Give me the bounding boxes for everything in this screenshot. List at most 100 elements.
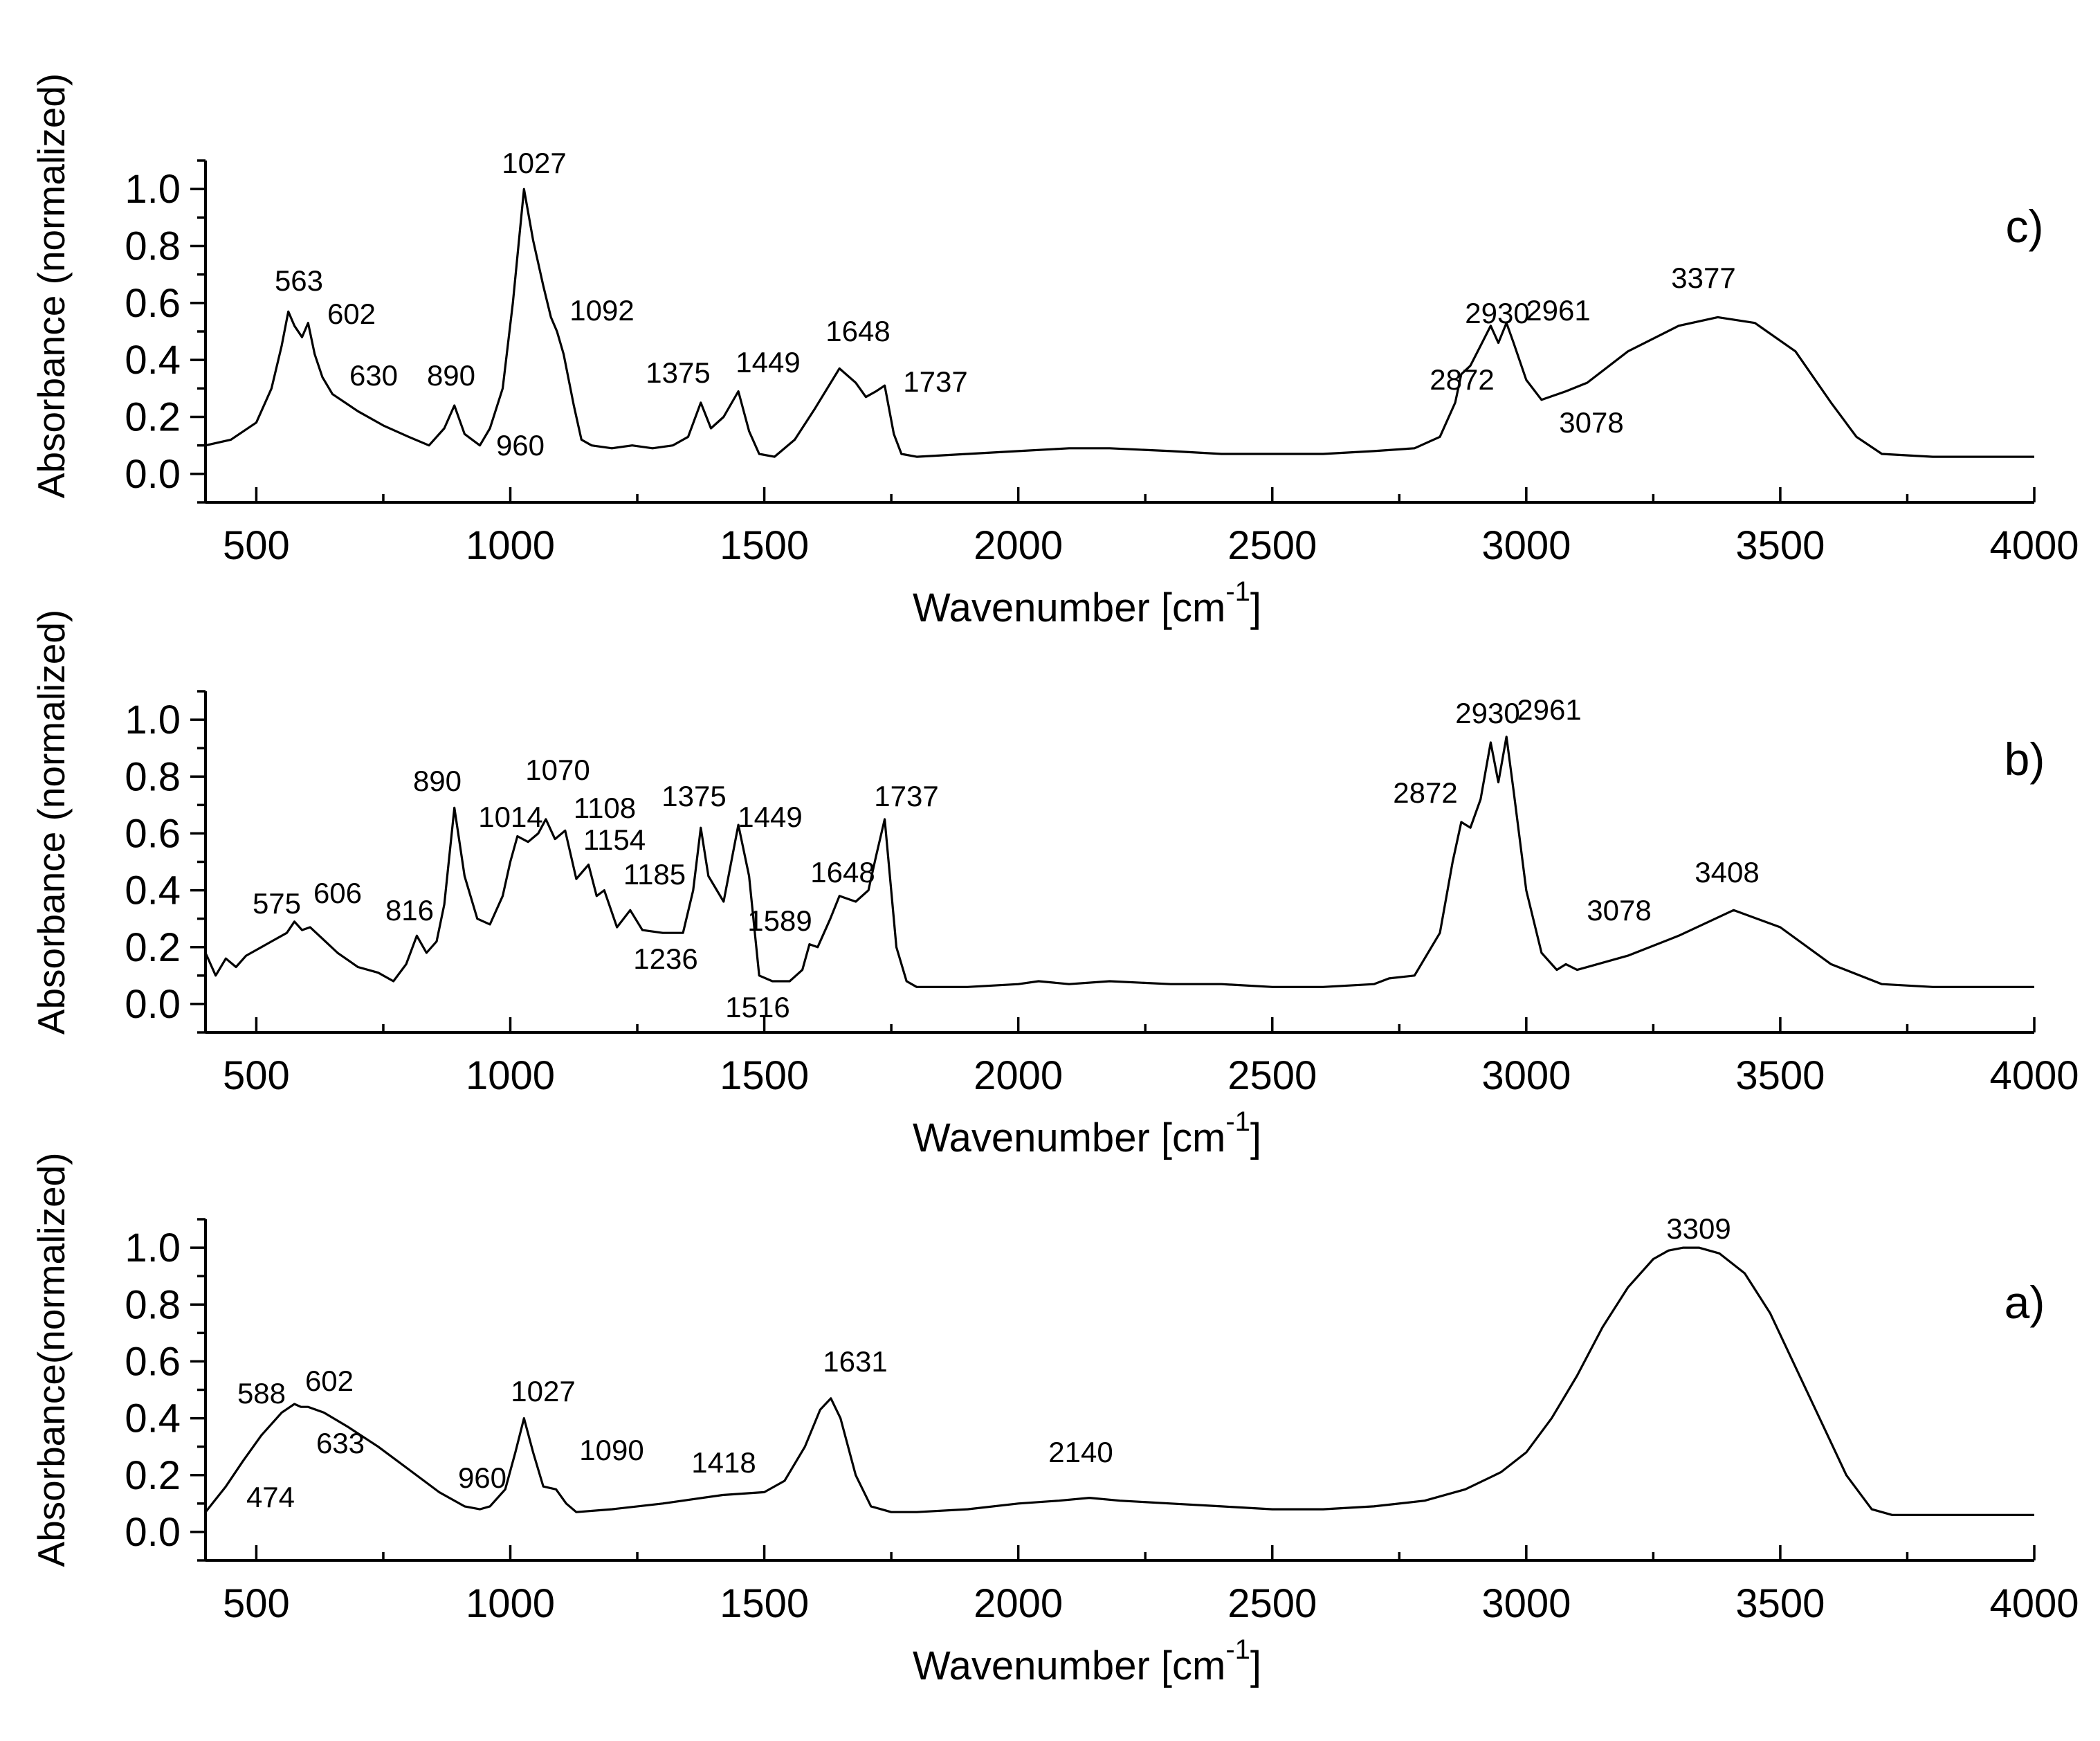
x-axis-title: Wavenumber [cm-1]	[913, 1106, 1261, 1160]
x-axis-title-end: ]	[1250, 1115, 1261, 1160]
x-tick-label: 500	[223, 523, 290, 568]
x-axis-title-superscript: -1	[1225, 576, 1250, 607]
peak-label: 1185	[623, 858, 686, 891]
peak-label: 960	[458, 1461, 506, 1494]
y-tick-label: 0.2	[125, 1453, 181, 1498]
peak-label: 1737	[874, 780, 938, 812]
peak-label: 3309	[1666, 1212, 1731, 1245]
peak-label: 3377	[1671, 262, 1735, 294]
spectrum-line-c	[205, 188, 2034, 458]
x-tick-label: 3500	[1735, 1053, 1825, 1098]
x-tick-label: 1500	[720, 523, 809, 568]
y-tick-label: 0.6	[125, 281, 181, 326]
peak-label: 1648	[810, 856, 875, 888]
y-axis-title: Absorbance(normalized)	[30, 1152, 73, 1567]
y-tick-label: 1.0	[125, 698, 181, 742]
x-tick-label: 2000	[974, 1581, 1063, 1626]
y-tick-label: 0.6	[125, 1339, 181, 1384]
y-axis-title: Absorbance (normalized)	[30, 73, 73, 498]
x-tick-label: 3500	[1735, 523, 1825, 568]
y-tick-label: 1.0	[125, 167, 181, 212]
peak-label: 588	[237, 1377, 286, 1410]
y-axis-title: Absorbance (normalized)	[30, 610, 73, 1034]
x-tick-label: 1500	[720, 1581, 809, 1626]
peak-label: 1589	[747, 904, 812, 937]
peak-label: 602	[327, 298, 376, 330]
peak-label: 606	[313, 877, 362, 909]
y-tick-label: 0.8	[125, 224, 181, 269]
panel-letter: b)	[2005, 733, 2045, 785]
peak-label: 2961	[1517, 693, 1581, 726]
x-tick-label: 500	[223, 1053, 290, 1098]
panel-b: 500 1000 1500 2000 2500 3000 3500 4000 0.0 0.2 0.4…	[30, 610, 2079, 1160]
x-axis-title: Wavenumber [cm-1]	[913, 1634, 1261, 1688]
peak-label: 1090	[579, 1434, 643, 1466]
peak-label: 1027	[511, 1375, 575, 1407]
peak-label: 575	[253, 887, 301, 920]
y-tick-label: 0.0	[125, 452, 181, 497]
peak-label: 2140	[1048, 1436, 1113, 1468]
x-tick-label: 3000	[1481, 1053, 1571, 1098]
y-tick-label: 1.0	[125, 1225, 181, 1270]
panel-letter: a)	[2005, 1277, 2045, 1328]
x-axis-title-main: Wavenumber [cm	[913, 1643, 1225, 1688]
y-tick-label: 0.0	[125, 982, 181, 1027]
x-tick-label: 500	[223, 1581, 290, 1626]
y-tick-label: 0.4	[125, 868, 181, 913]
peak-label: 1449	[738, 801, 802, 833]
y-tick-label: 0.8	[125, 1282, 181, 1327]
peak-label: 1027	[502, 147, 566, 179]
spectrum-line-b	[204, 736, 2034, 988]
x-tick-label: 2000	[974, 523, 1063, 568]
peak-label: 1516	[725, 991, 789, 1023]
peak-label: 1631	[823, 1345, 887, 1378]
x-tick-label: 2500	[1227, 1581, 1317, 1626]
panel-a: 500 1000 1500 2000 2500 3000 3500 4000 0.0 0.2 0.4…	[30, 1152, 2079, 1688]
x-tick-label: 4000	[1989, 523, 2079, 568]
peak-label: 1375	[661, 780, 726, 812]
y-tick-label: 0.8	[125, 754, 181, 799]
peak-label: 1092	[569, 294, 634, 327]
x-axis-title-superscript: -1	[1225, 1106, 1250, 1137]
peak-label: 2872	[1393, 776, 1457, 809]
x-axis-title-end: ]	[1250, 585, 1261, 630]
peak-label: 474	[246, 1481, 295, 1513]
peak-label: 1236	[633, 942, 697, 975]
peak-label: 3078	[1587, 894, 1651, 927]
peak-label: 630	[349, 359, 398, 392]
x-tick-label: 2500	[1227, 523, 1317, 568]
x-tick-label: 4000	[1989, 1581, 2079, 1626]
y-tick-label: 0.2	[125, 925, 181, 970]
peak-label: 1449	[736, 346, 800, 379]
x-axis-title: Wavenumber [cm-1]	[913, 576, 1261, 630]
x-tick-label: 2000	[974, 1053, 1063, 1098]
peak-label: 1014	[478, 801, 542, 833]
peak-label: 1737	[903, 365, 967, 398]
peak-label: 960	[496, 429, 545, 462]
peak-label: 890	[427, 359, 475, 392]
x-tick-label: 3000	[1481, 1581, 1571, 1626]
x-axis-title-main: Wavenumber [cm	[913, 1115, 1225, 1160]
x-tick-label: 1500	[720, 1053, 809, 1098]
peak-label: 1648	[825, 315, 890, 347]
peak-label: 2930	[1465, 297, 1529, 329]
x-tick-label: 4000	[1989, 1053, 2079, 1098]
peak-label: 2930	[1455, 697, 1519, 729]
peak-label: 3408	[1695, 856, 1759, 888]
x-tick-label: 1000	[466, 523, 555, 568]
x-tick-label: 1000	[466, 1581, 555, 1626]
peak-label: 890	[413, 765, 462, 797]
x-axis-title-superscript: -1	[1225, 1634, 1250, 1665]
x-axis-title-end: ]	[1250, 1643, 1261, 1688]
spectrum-line-a	[204, 1246, 2034, 1516]
peak-label: 1154	[583, 823, 646, 856]
peak-label: 1108	[574, 792, 636, 824]
y-tick-label: 0.2	[125, 395, 181, 440]
peak-label: 1375	[646, 356, 710, 389]
peak-label: 602	[305, 1365, 354, 1397]
peak-label: 2961	[1526, 294, 1590, 327]
peak-label: 2872	[1430, 363, 1494, 396]
peak-label: 1070	[525, 754, 590, 786]
x-tick-label: 3500	[1735, 1581, 1825, 1626]
